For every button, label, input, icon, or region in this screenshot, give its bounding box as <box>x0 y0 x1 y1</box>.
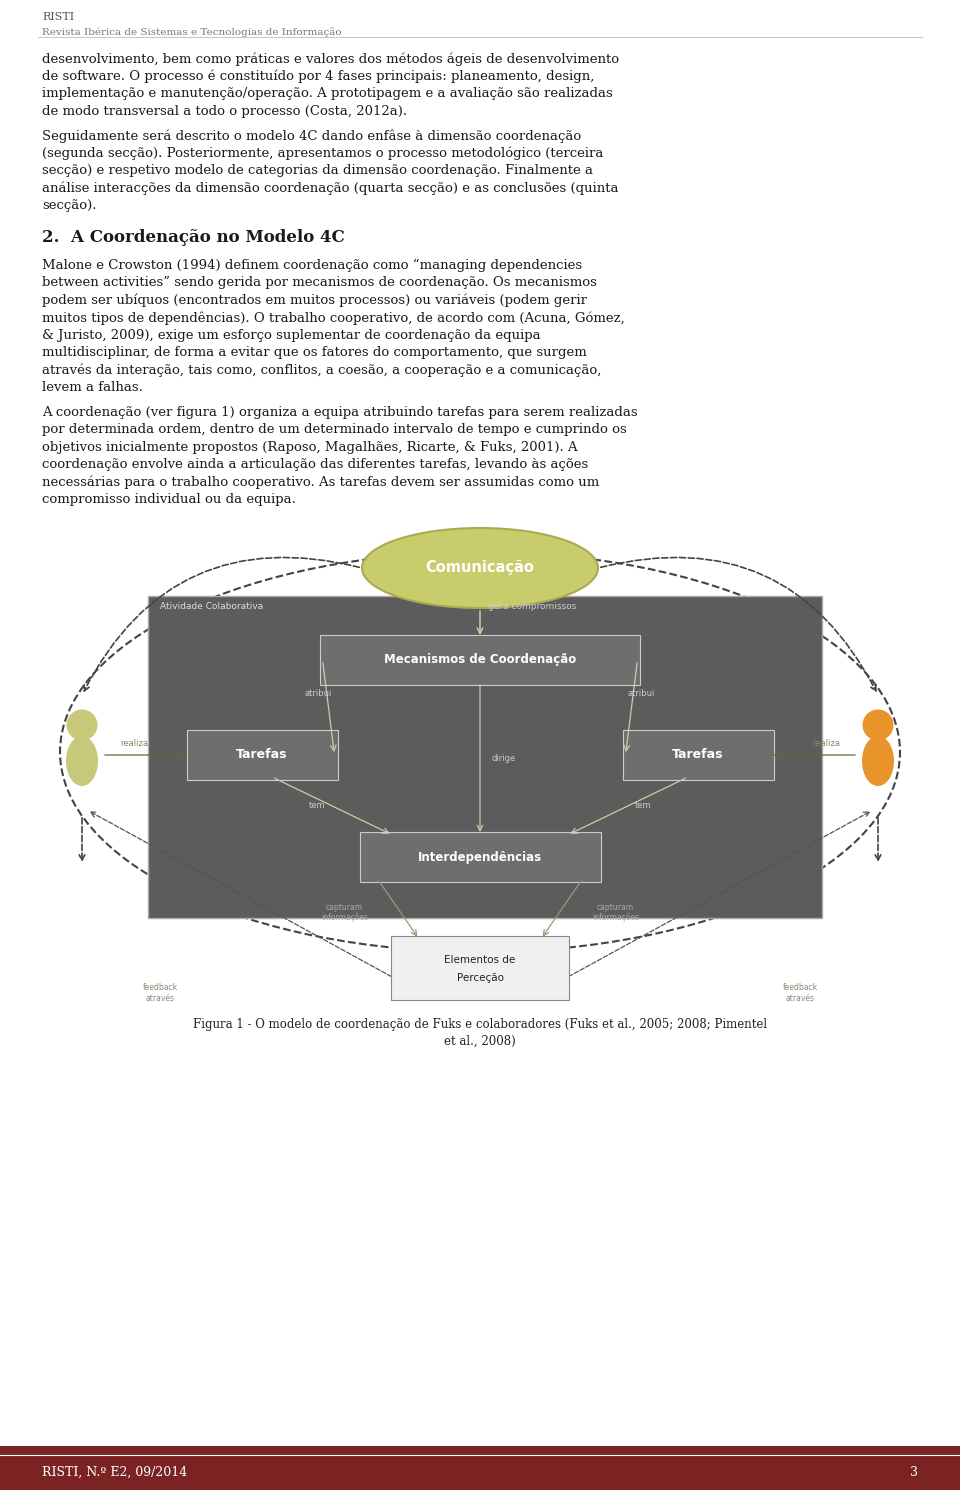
Text: secção).: secção). <box>42 200 97 212</box>
Text: através da interação, tais como, conflitos, a coesão, a cooperação e a comunicaç: através da interação, tais como, conflit… <box>42 364 601 377</box>
Ellipse shape <box>66 736 98 787</box>
Text: objetivos inicialmente propostos (Raposo, Magalhães, Ricarte, & Fuks, 2001). A: objetivos inicialmente propostos (Raposo… <box>42 441 578 453</box>
FancyBboxPatch shape <box>320 635 640 685</box>
Text: implementação e manutenção/operação. A prototipagem e a avaliação são realizadas: implementação e manutenção/operação. A p… <box>42 86 612 100</box>
Text: Mecanismos de Coordenação: Mecanismos de Coordenação <box>384 654 576 666</box>
Text: gera compromissos: gera compromissos <box>488 602 576 611</box>
Text: Perceção: Perceção <box>457 973 503 983</box>
FancyBboxPatch shape <box>359 831 601 882</box>
FancyBboxPatch shape <box>186 730 338 779</box>
Text: análise interacções da dimensão coordenação (quarta secção) e as conclusões (qui: análise interacções da dimensão coordena… <box>42 182 618 195</box>
FancyBboxPatch shape <box>391 936 569 1000</box>
Text: atribui: atribui <box>628 688 655 697</box>
Text: Tarefas: Tarefas <box>672 748 724 761</box>
Text: RISTI: RISTI <box>42 12 74 22</box>
Text: between activities” sendo gerida por mecanismos de coordenação. Os mecanismos: between activities” sendo gerida por mec… <box>42 276 597 289</box>
Text: capturam
informações: capturam informações <box>592 903 639 922</box>
Text: (segunda secção). Posteriormente, apresentamos o processo metodológico (terceira: (segunda secção). Posteriormente, aprese… <box>42 146 604 159</box>
Text: Elementos de: Elementos de <box>444 955 516 966</box>
Text: feedback
através: feedback através <box>142 983 178 1003</box>
Text: et al., 2008): et al., 2008) <box>444 1036 516 1047</box>
Text: desenvolvimento, bem como práticas e valores dos métodos ágeis de desenvolviment: desenvolvimento, bem como práticas e val… <box>42 52 619 66</box>
Text: Malone e Crowston (1994) definem coordenação como “managing dependencies: Malone e Crowston (1994) definem coorden… <box>42 258 582 271</box>
Text: dirige: dirige <box>492 754 516 763</box>
Text: & Juristo, 2009), exige um esforço suplementar de coordenação da equipa: & Juristo, 2009), exige um esforço suple… <box>42 328 540 341</box>
Text: feedback
através: feedback através <box>782 983 818 1003</box>
Text: tem: tem <box>635 802 651 811</box>
Text: 2.  A Coordenação no Modelo 4C: 2. A Coordenação no Modelo 4C <box>42 228 345 246</box>
Text: compromisso individual ou da equipa.: compromisso individual ou da equipa. <box>42 493 296 507</box>
Text: RISTI, N.º E2, 09/2014: RISTI, N.º E2, 09/2014 <box>42 1466 187 1478</box>
Circle shape <box>66 709 98 741</box>
Text: A coordenação (ver figura 1) organiza a equipa atribuindo tarefas para serem rea: A coordenação (ver figura 1) organiza a … <box>42 405 637 419</box>
Text: tem: tem <box>309 802 325 811</box>
Text: levem a falhas.: levem a falhas. <box>42 381 143 393</box>
Text: capturam
informações: capturam informações <box>321 903 368 922</box>
Text: de modo transversal a todo o processo (Costa, 2012a).: de modo transversal a todo o processo (C… <box>42 104 407 118</box>
Text: Seguidamente será descrito o modelo 4C dando enfâse à dimensão coordenação: Seguidamente será descrito o modelo 4C d… <box>42 130 581 143</box>
Ellipse shape <box>362 527 598 608</box>
Text: realiza: realiza <box>812 739 840 748</box>
Text: muitos tipos de dependências). O trabalho cooperativo, de acordo com (Acuna, Góm: muitos tipos de dependências). O trabalh… <box>42 311 625 325</box>
Text: secção) e respetivo modelo de categorias da dimensão coordenação. Finalmente a: secção) e respetivo modelo de categorias… <box>42 164 593 177</box>
Text: necessárias para o trabalho cooperativo. As tarefas devem ser assumidas como um: necessárias para o trabalho cooperativo.… <box>42 475 599 489</box>
Text: 3: 3 <box>910 1466 918 1478</box>
Text: Interdependências: Interdependências <box>418 851 542 864</box>
FancyBboxPatch shape <box>622 730 774 779</box>
Text: atribui: atribui <box>305 688 332 697</box>
Text: podem ser ubíquos (encontrados em muitos processos) ou variáveis (podem gerir: podem ser ubíquos (encontrados em muitos… <box>42 294 587 307</box>
Text: de software. O processo é constituído por 4 fases principais: planeamento, desig: de software. O processo é constituído po… <box>42 70 594 83</box>
Text: Tarefas: Tarefas <box>236 748 288 761</box>
Text: coordenação envolve ainda a articulação das diferentes tarefas, levando às ações: coordenação envolve ainda a articulação … <box>42 457 588 471</box>
Text: multidisciplinar, de forma a evitar que os fatores do comportamento, que surgem: multidisciplinar, de forma a evitar que … <box>42 346 587 359</box>
Ellipse shape <box>862 736 894 787</box>
Text: Figura 1 - O modelo de coordenação de Fuks e colaboradores (Fuks et al., 2005; 2: Figura 1 - O modelo de coordenação de Fu… <box>193 1018 767 1031</box>
FancyBboxPatch shape <box>0 1445 960 1490</box>
Text: Revista Ibérica de Sistemas e Tecnologias de Informação: Revista Ibérica de Sistemas e Tecnologia… <box>42 27 342 37</box>
Circle shape <box>862 709 894 741</box>
Text: realiza: realiza <box>120 739 148 748</box>
Text: Atividade Colaborativa: Atividade Colaborativa <box>160 602 263 611</box>
FancyBboxPatch shape <box>148 596 822 918</box>
Text: por determinada ordem, dentro de um determinado intervalo de tempo e cumprindo o: por determinada ordem, dentro de um dete… <box>42 423 627 437</box>
Text: Comunicação: Comunicação <box>425 560 535 575</box>
